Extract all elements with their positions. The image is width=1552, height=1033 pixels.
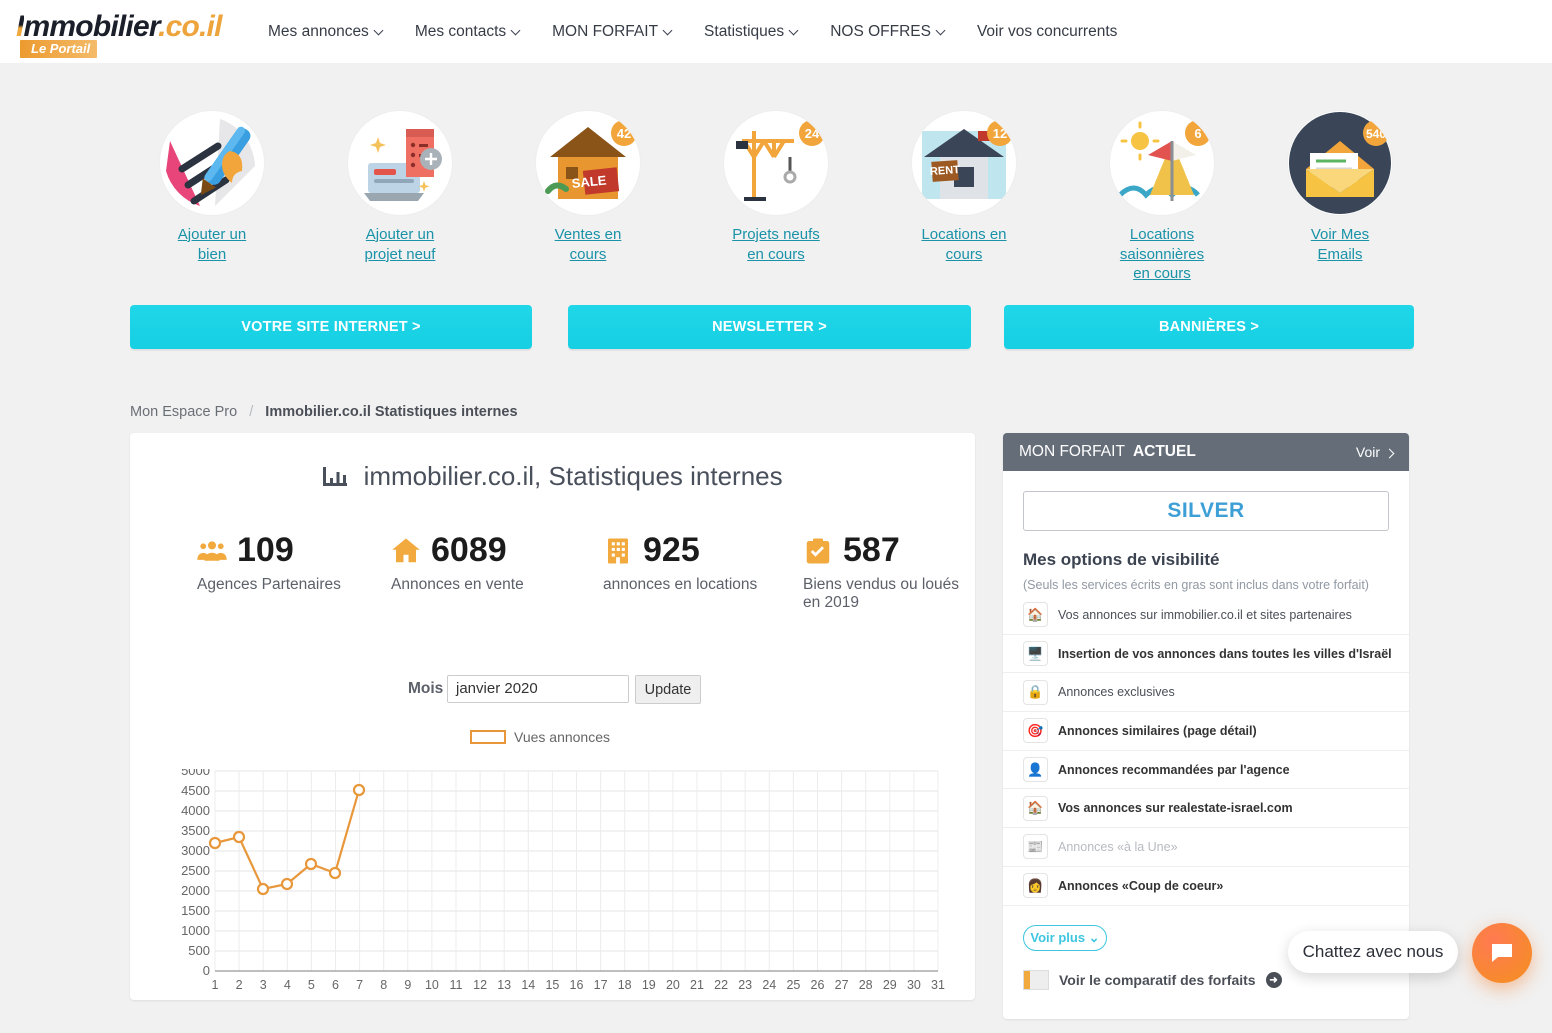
svg-text:6: 6 <box>1194 126 1201 141</box>
svg-text:2500: 2500 <box>181 863 210 878</box>
svg-text:17: 17 <box>594 978 608 992</box>
svg-text:RENT: RENT <box>930 164 961 178</box>
svg-text:27: 27 <box>835 978 849 992</box>
svg-text:15: 15 <box>545 978 559 992</box>
svg-text:4: 4 <box>284 978 291 992</box>
svg-text:42: 42 <box>617 126 631 141</box>
svg-text:3500: 3500 <box>181 823 210 838</box>
svg-text:12: 12 <box>473 978 487 992</box>
svg-text:1000: 1000 <box>181 923 210 938</box>
svg-text:12: 12 <box>993 126 1007 141</box>
svg-text:16: 16 <box>570 978 584 992</box>
svg-text:4000: 4000 <box>181 803 210 818</box>
svg-text:2000: 2000 <box>181 883 210 898</box>
svg-text:19: 19 <box>642 978 656 992</box>
svg-text:18: 18 <box>618 978 632 992</box>
svg-text:29: 29 <box>883 978 897 992</box>
svg-text:3: 3 <box>260 978 267 992</box>
svg-text:5: 5 <box>308 978 315 992</box>
svg-text:1500: 1500 <box>181 903 210 918</box>
svg-text:24: 24 <box>762 978 776 992</box>
svg-text:14: 14 <box>521 978 535 992</box>
svg-text:4500: 4500 <box>181 783 210 798</box>
svg-text:10: 10 <box>425 978 439 992</box>
svg-text:24: 24 <box>805 126 820 141</box>
svg-text:5000: 5000 <box>181 769 210 778</box>
svg-text:31: 31 <box>931 978 945 992</box>
svg-text:11: 11 <box>450 978 463 992</box>
svg-text:20: 20 <box>666 978 680 992</box>
svg-text:28: 28 <box>859 978 873 992</box>
svg-text:0: 0 <box>203 963 210 978</box>
svg-text:540: 540 <box>1366 127 1386 141</box>
svg-text:21: 21 <box>690 978 704 992</box>
svg-text:500: 500 <box>188 943 210 958</box>
svg-text:13: 13 <box>497 978 511 992</box>
svg-text:8: 8 <box>380 978 387 992</box>
svg-text:30: 30 <box>907 978 921 992</box>
svg-text:26: 26 <box>811 978 825 992</box>
svg-text:25: 25 <box>786 978 800 992</box>
svg-text:22: 22 <box>714 978 728 992</box>
svg-text:23: 23 <box>738 978 752 992</box>
svg-text:6: 6 <box>332 978 339 992</box>
svg-text:3000: 3000 <box>181 843 210 858</box>
svg-text:1: 1 <box>212 978 219 992</box>
svg-text:7: 7 <box>356 978 363 992</box>
svg-text:9: 9 <box>404 978 411 992</box>
svg-text:2: 2 <box>236 978 243 992</box>
